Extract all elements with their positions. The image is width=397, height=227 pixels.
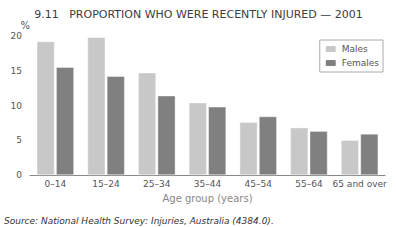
svg-text:65 and over: 65 and over [333,179,387,189]
svg-text:0–14: 0–14 [45,179,67,189]
svg-text:Females: Females [342,58,380,68]
svg-text:20: 20 [11,31,23,41]
svg-text:10: 10 [11,101,23,111]
svg-text:Age group (years): Age group (years) [162,193,252,204]
svg-text:45–54: 45–54 [245,179,273,189]
svg-text:15–24: 15–24 [92,179,120,189]
svg-text:35–44: 35–44 [194,179,222,189]
svg-text:0: 0 [16,170,22,180]
svg-text:15: 15 [11,66,22,76]
svg-text:5: 5 [16,135,22,145]
svg-text:25–34: 25–34 [143,179,171,189]
svg-text:%: % [20,20,30,31]
svg-text:Source: National Health Survey: Source: National Health Survey: Injuries… [4,216,274,226]
svg-text:9.11 PROPORTION WHO WERE REC: 9.11 PROPORTION WHO WERE RECENTLY INJURE… [34,8,363,21]
svg-text:55–64: 55–64 [295,179,323,189]
svg-text:Males: Males [342,44,368,54]
